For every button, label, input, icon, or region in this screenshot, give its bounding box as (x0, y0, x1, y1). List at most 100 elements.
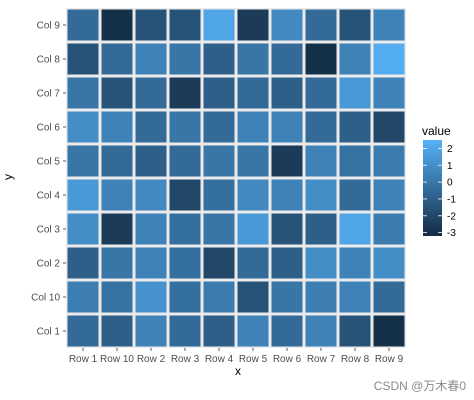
x-tick-label: Row 5 (239, 354, 268, 365)
heatmap-tile (101, 213, 133, 245)
y-axis-ticks: Col 1 Col 10 Col 2 Col 3 Col 4 Col 5 Col 6 Col … (31, 21, 66, 338)
heatmap-tile (237, 247, 269, 279)
heatmap-tile (101, 9, 133, 41)
heatmap-tile (67, 213, 99, 245)
heatmap-tile (135, 179, 167, 211)
heatmap-tile (203, 247, 235, 279)
legend-tick-label: 0 (447, 178, 453, 189)
heatmap-tile (203, 77, 235, 109)
y-tick-label: Col 2 (37, 259, 61, 270)
heatmap-tile (373, 315, 405, 347)
x-tick-label: Row 9 (375, 354, 404, 365)
heatmap-tile (373, 247, 405, 279)
heatmap-tile (169, 179, 201, 211)
y-tick-label: Col 10 (31, 293, 60, 304)
x-tick-label: Row 6 (273, 354, 302, 365)
plot-panel (66, 8, 406, 348)
heatmap-tile (305, 43, 337, 75)
heatmap-tile (271, 281, 303, 313)
heatmap-tile (101, 77, 133, 109)
y-tick-label: Col 6 (37, 123, 61, 134)
y-tick-label: Col 7 (37, 89, 61, 100)
heatmap-tile (203, 179, 235, 211)
heatmap-tile (135, 213, 167, 245)
heatmap-tile (271, 179, 303, 211)
heatmap-tile (135, 111, 167, 143)
heatmap-tile (271, 247, 303, 279)
heatmap-tile (169, 281, 201, 313)
heatmap-tile (339, 281, 371, 313)
heatmap-tile (203, 145, 235, 177)
heatmap-tile (305, 77, 337, 109)
heatmap-tile (67, 145, 99, 177)
x-tick-label: Row 1 (69, 354, 98, 365)
heatmap-tile (305, 315, 337, 347)
heatmap-tile (135, 281, 167, 313)
heatmap-tile (373, 43, 405, 75)
x-tick-label: Row 3 (171, 354, 200, 365)
heatmap-tile (101, 247, 133, 279)
heatmap-tile (169, 315, 201, 347)
heatmap-tile (169, 77, 201, 109)
heatmap-tile (67, 179, 99, 211)
heatmap-tile (339, 213, 371, 245)
heatmap-tile (169, 111, 201, 143)
heatmap-tile (135, 247, 167, 279)
heatmap-tile (101, 179, 133, 211)
heatmap-tile (373, 145, 405, 177)
x-tick-label: Row 2 (137, 354, 166, 365)
legend-tick-label: -2 (447, 211, 456, 222)
heatmap-tile (339, 9, 371, 41)
heatmap-tile (135, 43, 167, 75)
y-tick-label: Col 5 (37, 157, 61, 168)
heatmap-tile (271, 111, 303, 143)
heatmap-tile (237, 111, 269, 143)
heatmap-tile (339, 179, 371, 211)
y-tick-label: Col 9 (37, 21, 61, 32)
heatmap-tile (339, 315, 371, 347)
heatmap-tile (339, 111, 371, 143)
heatmap-tile (101, 145, 133, 177)
heatmap-tile (67, 281, 99, 313)
x-tick-label: Row 8 (341, 354, 370, 365)
heatmap-tile (67, 43, 99, 75)
heatmap-tile (271, 315, 303, 347)
legend-colorbar (423, 140, 442, 236)
heatmap-tile (67, 247, 99, 279)
legend-tick-label: -1 (447, 194, 456, 205)
heatmap-tile (373, 213, 405, 245)
heatmap-tile (237, 213, 269, 245)
heatmap-tile (373, 77, 405, 109)
heatmap-tile (203, 213, 235, 245)
y-axis-title: y (1, 174, 15, 180)
heatmap-tile (373, 111, 405, 143)
heatmap-tile (271, 43, 303, 75)
heatmap-tile (339, 77, 371, 109)
legend-tick-label: 2 (447, 144, 453, 155)
heatmap-tile (271, 213, 303, 245)
heatmap-tile (237, 9, 269, 41)
heatmap-tile (101, 281, 133, 313)
heatmap-tile (67, 111, 99, 143)
heatmap-tile (203, 281, 235, 313)
heatmap-tile (101, 111, 133, 143)
heatmap-tile (237, 315, 269, 347)
heatmap-tile (237, 43, 269, 75)
x-tick-label: Row 7 (307, 354, 336, 365)
heatmap-tile (67, 9, 99, 41)
heatmap-tile (101, 43, 133, 75)
heatmap-tile (271, 9, 303, 41)
heatmap-tile (237, 281, 269, 313)
heatmap-tile (101, 315, 133, 347)
heatmap-tile (203, 111, 235, 143)
heatmap-tile (305, 247, 337, 279)
heatmap-tile (135, 315, 167, 347)
heatmap-tile (339, 43, 371, 75)
heatmap-tile (237, 145, 269, 177)
heatmap-tile (237, 77, 269, 109)
x-tick-label: Row 4 (205, 354, 234, 365)
heatmap-tile (305, 9, 337, 41)
heatmap-tile (271, 145, 303, 177)
x-axis-title: x (235, 364, 241, 378)
